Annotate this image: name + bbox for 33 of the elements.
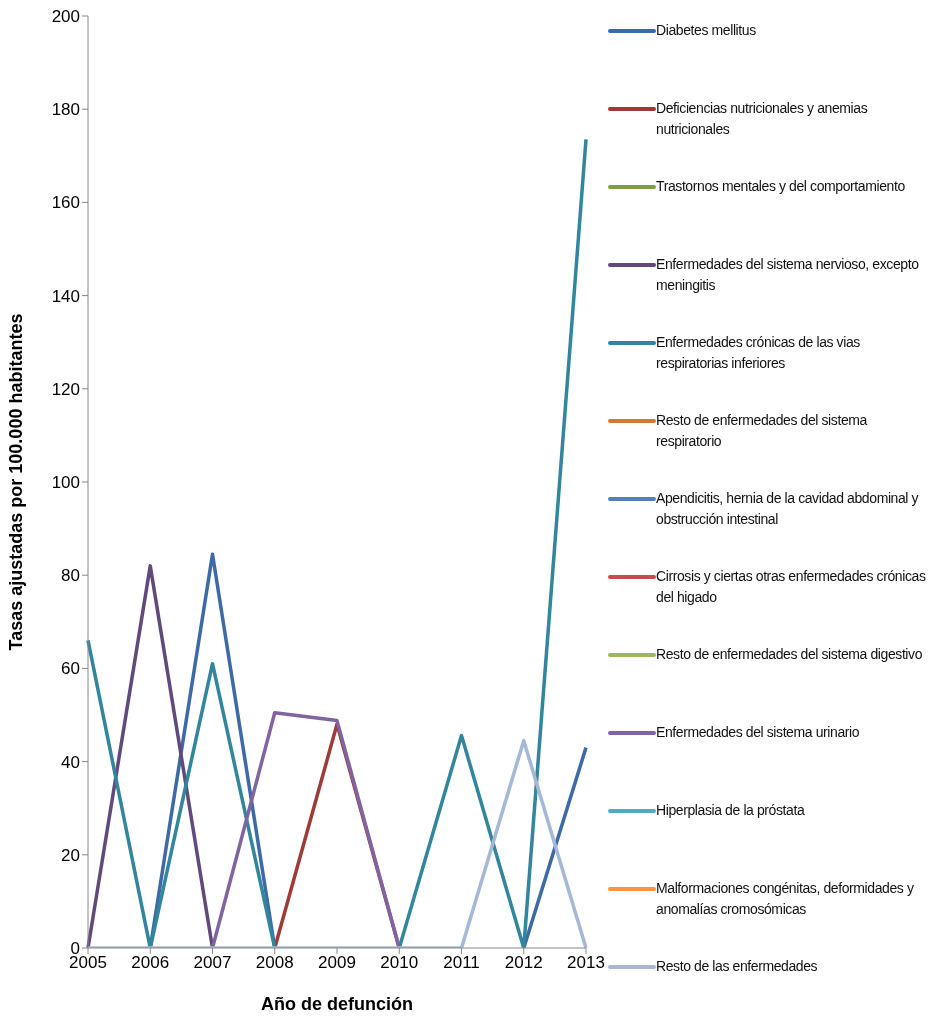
x-tick-label: 2010 [380, 953, 419, 973]
x-tick-label: 2006 [131, 953, 170, 973]
y-tick-label: 120 [51, 379, 80, 399]
y-tick-label: 200 [51, 7, 80, 27]
legend-label: Resto de las enfermedades [656, 957, 819, 976]
legend-label: Trastornos mentales y del comportamiento [656, 177, 906, 196]
x-tick-label: 2012 [504, 953, 543, 973]
x-tick-label: 2007 [193, 953, 232, 973]
y-tick-label: 60 [61, 659, 80, 679]
y-tick-label: 180 [51, 100, 80, 120]
legend-label: Apendicitis, hernia de la cavidad abdominal y obstrucción intestinal [656, 489, 920, 529]
x-tick-label: 2011 [443, 953, 480, 973]
legend-label: Diabetes mellitus [656, 21, 757, 40]
legend-label: Cirrosis y ciertas otras enfermedades crónicas del higado [656, 567, 926, 607]
y-tick-label: 140 [51, 286, 80, 306]
legend-label: Deficiencias nutricionales y anemias nutricionales [656, 99, 869, 139]
legend-label: Hiperplasia de la próstata [656, 801, 806, 820]
legend-label: Resto de enfermedades del sistema respiratorio [656, 411, 869, 451]
legend-label: Enfermedades del sistema nervioso, excepto meningitis [656, 255, 920, 295]
y-tick-label: 100 [51, 473, 80, 493]
y-tick-label: 80 [61, 566, 80, 586]
y-tick-label: 160 [51, 193, 80, 213]
legend-label: Resto de enfermedades del sistema digestivo [656, 645, 924, 664]
y-axis-title: Tasas ajustadas por 100.000 habitantes [6, 313, 27, 651]
y-tick-label: 20 [61, 845, 80, 865]
legend-label: Malformaciones congénitas, deformidades y anomalías cromosómicas [656, 879, 915, 919]
x-tick-label: 2008 [255, 953, 294, 973]
x-axis-title: Año de defunción [261, 994, 413, 1014]
x-tick-label: 2009 [318, 953, 356, 973]
x-tick-label: 2013 [567, 953, 605, 973]
y-tick-label: 40 [61, 752, 80, 772]
legend-label: Enfermedades del sistema urinario [656, 723, 861, 742]
legend-label: Enfermedades crónicas de las vias respiratorias inferiores [656, 333, 861, 373]
